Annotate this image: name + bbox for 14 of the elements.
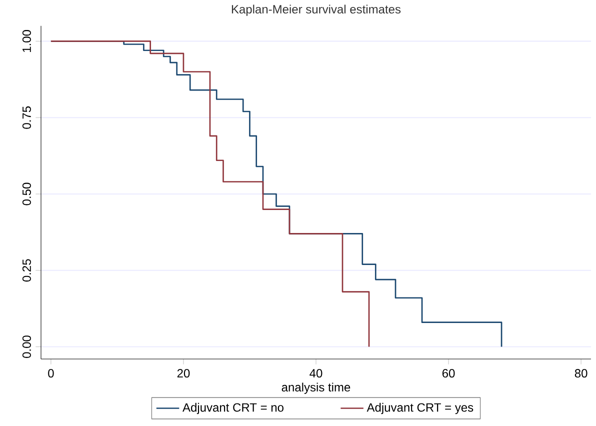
y-tick-label: 0.00 [22, 336, 31, 358]
x-axis-title: analysis time [282, 382, 350, 394]
y-tick-label: 0.50 [22, 182, 31, 206]
legend-label: Adjuvant CRT = yes [366, 402, 474, 414]
x-tick-label: 80 [574, 369, 588, 378]
x-tick-label: 40 [310, 369, 322, 378]
x-tick-label: 20 [177, 369, 190, 378]
y-tick-label: 1.00 [22, 30, 31, 52]
x-tick-label: 60 [442, 369, 455, 378]
x-tick-label: 0 [48, 369, 54, 378]
chart-title: Kaplan-Meier survival estimates [232, 4, 401, 16]
y-tick-label: 0.75 [22, 106, 31, 129]
legend-label: Adjuvant CRT = no [182, 402, 284, 414]
y-tick-label: 0.25 [22, 259, 31, 282]
